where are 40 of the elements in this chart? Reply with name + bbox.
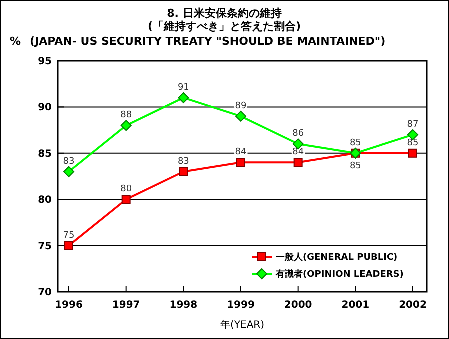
y-tick-label: 95 bbox=[38, 56, 52, 68]
point bbox=[294, 158, 303, 168]
x-tick-label: 1998 bbox=[170, 300, 198, 311]
y-axis-title: % bbox=[10, 35, 22, 48]
chart-subtitle: (JAPAN- US SECURITY TREATY "SHOULD BE MAINTAINED") bbox=[30, 35, 386, 48]
data-label: 83 bbox=[178, 156, 190, 167]
chart-title: 8. 日米安保条約の維持 (「維持すべき」と答えた割合) bbox=[148, 7, 302, 33]
data-label: 88 bbox=[120, 110, 132, 121]
legend-label: 有識者(OPINION LEADERS) bbox=[275, 269, 404, 280]
point bbox=[120, 120, 132, 132]
data-label: 85 bbox=[407, 138, 419, 148]
point bbox=[122, 195, 131, 204]
data-label: 83 bbox=[63, 156, 75, 167]
point bbox=[64, 241, 74, 250]
data-label: 80 bbox=[120, 184, 132, 195]
data-label: 75 bbox=[63, 230, 75, 241]
y-tick-label: 75 bbox=[38, 241, 52, 252]
data-label: 85 bbox=[350, 138, 362, 148]
x-tick-label: 2000 bbox=[284, 300, 312, 311]
point bbox=[64, 166, 74, 178]
point bbox=[408, 148, 418, 158]
y-tick-label: 70 bbox=[38, 288, 52, 298]
legend-label: 一般人(GENERAL PUBLIC) bbox=[276, 252, 398, 264]
y-tick-label: 80 bbox=[38, 195, 52, 206]
x-tick-label: 1997 bbox=[112, 300, 140, 311]
data-label: 86 bbox=[292, 129, 304, 140]
point bbox=[236, 158, 246, 168]
point bbox=[178, 92, 190, 104]
y-tick-label: 90 bbox=[38, 102, 52, 114]
x-tick-label: 2002 bbox=[399, 300, 427, 311]
x-tick-label: 1996 bbox=[55, 300, 83, 311]
y-tick-label: 85 bbox=[38, 148, 52, 160]
point bbox=[179, 167, 188, 176]
data-label: 85 bbox=[350, 161, 362, 172]
x-tick-label: 2001 bbox=[342, 300, 370, 311]
x-tick-label: 1999 bbox=[227, 300, 255, 311]
data-label: 91 bbox=[178, 82, 190, 93]
x-axis-title: 年(YEAR) bbox=[220, 319, 265, 331]
point bbox=[236, 110, 246, 122]
data-label: 87 bbox=[407, 120, 419, 130]
